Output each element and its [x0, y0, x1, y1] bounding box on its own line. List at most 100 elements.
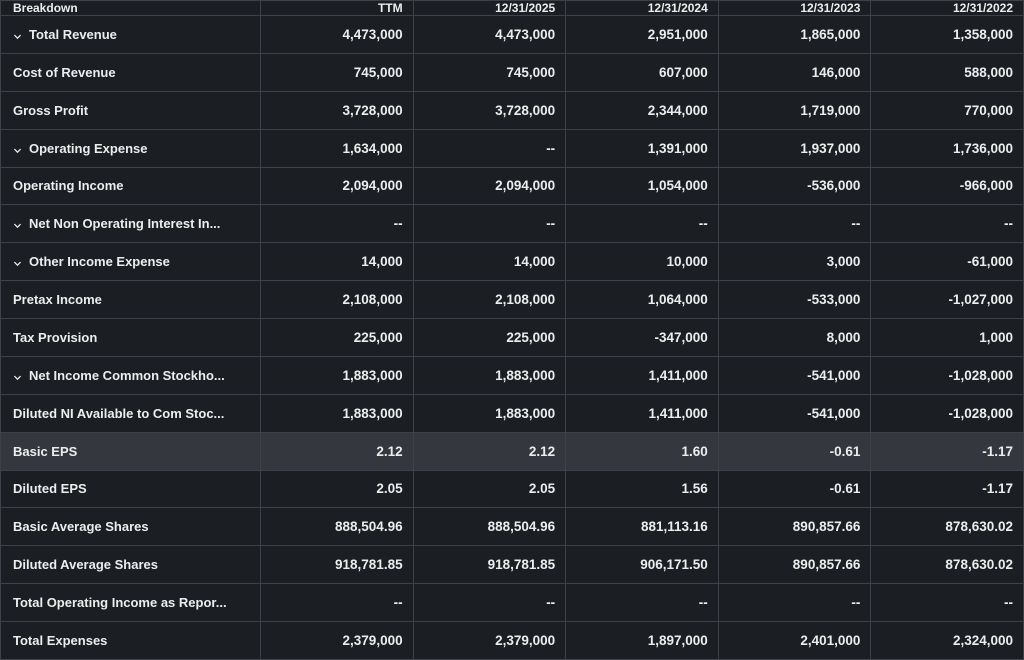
table-row: Other Income Expense 14,000 14,000 10,000 3,… — [0, 242, 1024, 282]
cell-value: -- — [260, 583, 414, 622]
cell-value: 888,504.96 — [260, 507, 414, 547]
cell-value: 2.05 — [412, 469, 567, 509]
column-header-period: 12/31/2025 — [412, 0, 567, 16]
cell-value: 14,000 — [412, 242, 567, 282]
cell-value: 2,401,000 — [717, 621, 872, 660]
cell-value: 1.56 — [565, 469, 719, 509]
cell-value: 881,113.16 — [565, 507, 719, 547]
cell-value: -1,027,000 — [870, 280, 1024, 319]
cell-value: 225,000 — [260, 318, 414, 357]
cell-value: 888,504.96 — [412, 507, 567, 547]
row-label-text: Cost of Revenue — [13, 64, 116, 80]
row-label-text: Total Revenue — [29, 26, 117, 42]
cell-value: 607,000 — [565, 52, 719, 92]
cell-value: -541,000 — [717, 393, 872, 433]
cell-value: 1,937,000 — [717, 128, 872, 168]
row-label: Total Operating Income as Repor... — [0, 583, 261, 622]
cell-value: 2.12 — [412, 431, 567, 471]
row-label: Diluted EPS — [0, 469, 261, 509]
cell-value: 2.05 — [260, 469, 414, 509]
row-label-expandable[interactable]: Net Income Common Stockho... — [0, 355, 261, 395]
cell-value: -0.61 — [717, 469, 872, 509]
row-label: Basic Average Shares — [0, 507, 261, 547]
row-label-text: Diluted EPS — [13, 481, 87, 497]
cell-value: -- — [870, 204, 1024, 244]
chevron-down-icon[interactable] — [13, 28, 22, 43]
header-row: Breakdown TTM 12/31/2025 12/31/2024 12/31/20… — [0, 0, 1024, 16]
row-label: Gross Profit — [0, 90, 261, 130]
row-label: Tax Provision — [0, 318, 261, 357]
cell-value: -1.17 — [870, 469, 1024, 509]
cell-value: 1,719,000 — [717, 90, 872, 130]
cell-value: 1,064,000 — [565, 280, 719, 319]
column-header-period: TTM — [260, 0, 414, 16]
row-label-expandable[interactable]: Total Revenue — [0, 15, 261, 54]
cell-value: 878,630.02 — [870, 507, 1024, 547]
row-label-text: Net Income Common Stockho... — [29, 367, 225, 383]
table-row: Diluted EPS 2.05 2.05 1.56 -0.61 -1.17 — [0, 469, 1024, 509]
cell-value: 1,411,000 — [565, 355, 719, 395]
row-label-expandable[interactable]: Net Non Operating Interest In... — [0, 204, 261, 244]
cell-value: -541,000 — [717, 355, 872, 395]
cell-value: -536,000 — [717, 166, 872, 206]
table-row: Operating Expense 1,634,000 -- 1,391,000 1,9… — [0, 128, 1024, 168]
table-row: Diluted NI Available to Com Stoc... 1,883… — [0, 393, 1024, 433]
cell-value: 2,094,000 — [412, 166, 567, 206]
chevron-down-icon[interactable] — [13, 369, 22, 384]
cell-value: -533,000 — [717, 280, 872, 319]
cell-value: 8,000 — [717, 318, 872, 357]
cell-value: 918,781.85 — [260, 545, 414, 585]
cell-value: 3,000 — [717, 242, 872, 282]
table-row: Net Non Operating Interest In... -- -- -- --… — [0, 204, 1024, 244]
table-row: Gross Profit 3,728,000 3,728,000 2,344,000 1… — [0, 90, 1024, 130]
row-label: Operating Income — [0, 166, 261, 206]
row-label-text: Total Expenses — [13, 633, 108, 648]
row-label: Diluted NI Available to Com Stoc... — [0, 393, 261, 433]
cell-value: -- — [717, 583, 872, 622]
cell-value: 1,865,000 — [717, 15, 872, 54]
cell-value: 3,728,000 — [412, 90, 567, 130]
cell-value: 2,108,000 — [260, 280, 414, 319]
row-label-expandable[interactable]: Operating Expense — [0, 128, 261, 168]
cell-value: 2,344,000 — [565, 90, 719, 130]
cell-value: 918,781.85 — [412, 545, 567, 585]
cell-value: 2,324,000 — [870, 621, 1024, 660]
row-label-text: Gross Profit — [13, 102, 89, 118]
chevron-down-icon[interactable] — [13, 217, 22, 232]
cell-value: 1,391,000 — [565, 128, 719, 168]
cell-value: 2.12 — [260, 431, 414, 471]
cell-value: 225,000 — [412, 318, 567, 357]
cell-value: 1,883,000 — [412, 393, 567, 433]
cell-value: -- — [412, 583, 567, 622]
row-label: Cost of Revenue — [0, 52, 261, 92]
cell-value: 1,897,000 — [565, 621, 719, 660]
row-label-text: Other Income Expense — [29, 254, 170, 270]
cell-value: 3,728,000 — [260, 90, 414, 130]
table-row: Pretax Income 2,108,000 2,108,000 1,064,000… — [0, 280, 1024, 319]
table-row: Net Income Common Stockho... 1,883,000 1,8… — [0, 355, 1024, 395]
cell-value: 4,473,000 — [412, 15, 567, 54]
cell-value: 1,883,000 — [260, 355, 414, 395]
cell-value: -61,000 — [870, 242, 1024, 282]
row-label-expandable[interactable]: Other Income Expense — [0, 242, 261, 282]
cell-value: 14,000 — [260, 242, 414, 282]
row-label-text: Diluted Average Shares — [13, 557, 158, 573]
cell-value: -1,028,000 — [870, 393, 1024, 433]
row-label: Basic EPS — [0, 431, 261, 471]
table-body: Total Revenue 4,473,000 4,473,000 2,951,000… — [0, 15, 1024, 660]
row-label: Pretax Income — [0, 280, 261, 319]
cell-value: 588,000 — [870, 52, 1024, 92]
row-label-text: Pretax Income — [13, 292, 102, 308]
row-label-text: Diluted NI Available to Com Stoc... — [13, 405, 225, 421]
cell-value: 10,000 — [565, 242, 719, 282]
cell-value: 1,054,000 — [565, 166, 719, 206]
chevron-down-icon[interactable] — [13, 255, 22, 270]
cell-value: 1,883,000 — [412, 355, 567, 395]
cell-value: 1,411,000 — [565, 393, 719, 433]
column-header-breakdown: Breakdown — [0, 0, 261, 16]
cell-value: -- — [717, 204, 872, 244]
cell-value: -1,028,000 — [870, 355, 1024, 395]
chevron-down-icon[interactable] — [13, 142, 22, 157]
table-row: Total Revenue 4,473,000 4,473,000 2,951,000… — [0, 15, 1024, 54]
